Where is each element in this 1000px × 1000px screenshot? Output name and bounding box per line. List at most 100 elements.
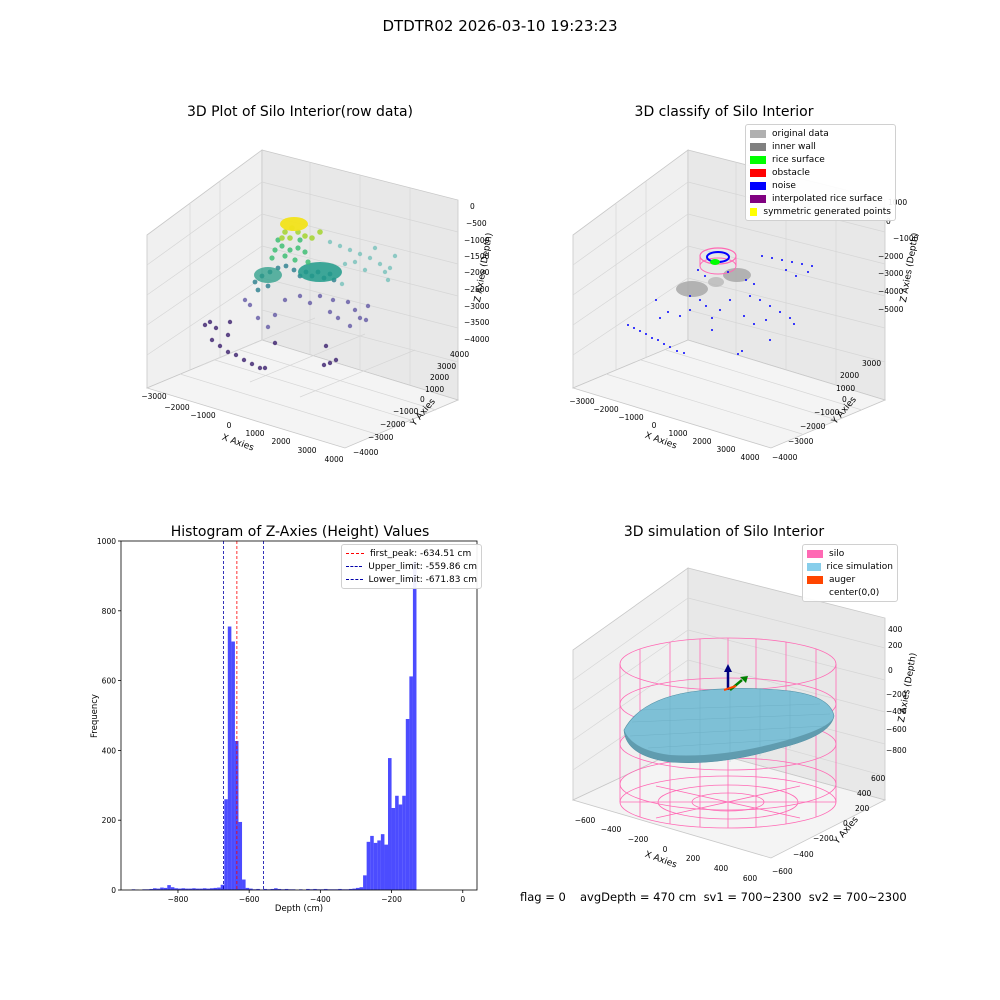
histogram-bar (192, 888, 196, 890)
plot2-legend-label: original data (772, 128, 829, 139)
histogram-bar (409, 676, 413, 890)
svg-text:−200: −200 (886, 690, 907, 699)
svg-text:−2000: −2000 (164, 403, 190, 412)
histogram-bar (284, 888, 289, 890)
plot2-legend: original data inner wall rice surface obsta… (745, 124, 896, 221)
histogram-bar (185, 888, 189, 890)
stats-text: avgDepth = 470 cm sv1 = 700~2300 sv2 = 7… (580, 890, 907, 904)
histogram-bar (405, 718, 410, 890)
histogram-bar (366, 841, 371, 890)
histogram-bar (153, 888, 157, 890)
svg-text:−3000: −3000 (788, 437, 814, 446)
svg-text:3000: 3000 (716, 445, 735, 454)
svg-text:0: 0 (227, 421, 232, 430)
svg-text:−4000: −4000 (353, 448, 379, 457)
histogram-bar (277, 888, 282, 890)
plot2-points (627, 247, 813, 355)
histogram-xlabel: Depth (cm) (275, 904, 323, 914)
svg-text:2000: 2000 (430, 373, 449, 382)
histogram-legend-label: first_peak: -634.51 cm (370, 548, 472, 559)
svg-text:1000: 1000 (888, 198, 907, 207)
histogram-bar (149, 888, 154, 890)
svg-text:1000: 1000 (245, 429, 264, 438)
plot2-legend-label: symmetric generated points (763, 206, 891, 217)
histogram-bar (338, 888, 342, 890)
histogram-bar (313, 888, 317, 890)
svg-text:3000: 3000 (862, 359, 881, 368)
histogram-bar (195, 888, 200, 890)
histogram-bar (170, 887, 175, 890)
histogram-bar (249, 888, 253, 890)
histogram-title: Histogram of Z-Axies (Height) Values (170, 524, 430, 540)
histogram-bar (160, 887, 164, 890)
svg-text:−1000: −1000 (893, 234, 919, 243)
plot4-legend-swatch (807, 549, 823, 558)
svg-text:−600: −600 (772, 867, 793, 876)
histogram-bar (177, 888, 182, 890)
histogram-bar (210, 888, 214, 890)
histogram-bar (370, 835, 374, 890)
svg-text:2000: 2000 (840, 371, 859, 380)
histogram-legend-swatch (346, 566, 363, 567)
svg-text:0: 0 (842, 395, 847, 404)
svg-text:−500: −500 (466, 219, 487, 228)
histogram-xtick-label: −600 (239, 895, 260, 904)
plot2-legend-item: interpolated rice surface (750, 192, 891, 205)
plot2-legend-item: symmetric generated points (750, 205, 891, 218)
histogram-ytick-label: 800 (102, 607, 117, 616)
histogram-bar (245, 887, 250, 890)
plot2-legend-label: inner wall (772, 141, 816, 152)
svg-text:−800: −800 (886, 746, 907, 755)
histogram-ytick-label: 400 (102, 746, 117, 755)
histogram-bar (380, 834, 385, 890)
plot4-legend-item: silo (807, 547, 893, 560)
svg-text:1000: 1000 (425, 385, 444, 394)
svg-text:4000: 4000 (450, 350, 469, 359)
histogram-bar (402, 795, 406, 890)
plot2-legend-item: noise (750, 179, 891, 192)
histogram-bar (391, 807, 396, 890)
histogram-legend-item: first_peak: -634.51 cm (346, 547, 477, 560)
plot4-title: 3D simulation of Silo Interior (623, 524, 825, 540)
histogram-bar (213, 887, 218, 890)
histogram-bar (234, 740, 239, 890)
svg-text:−600: −600 (886, 725, 907, 734)
histogram-bar (412, 561, 417, 890)
histogram-bar (270, 888, 275, 890)
plot2-legend-swatch (750, 129, 766, 138)
svg-text:600: 600 (871, 774, 886, 783)
histogram-bar (355, 887, 360, 890)
svg-text:−2500: −2500 (464, 285, 490, 294)
plot2-axes: 1000 0 −1000 −2000 −3000 −4000 −5000 Z A… (569, 149, 921, 462)
histogram-bar (306, 888, 310, 890)
histogram-legend: first_peak: -634.51 cm Upper_limit: -559.… (341, 544, 482, 589)
histogram-bar (323, 888, 328, 890)
histogram-xtick-label: −200 (381, 895, 402, 904)
histogram-xtick-label: 0 (460, 895, 465, 904)
svg-text:−3000: −3000 (141, 392, 167, 401)
histogram-bar (224, 799, 228, 890)
histogram-bar (256, 888, 260, 890)
plot4-legend-swatch (807, 562, 821, 571)
svg-text:200: 200 (888, 641, 903, 650)
flag-text: flag = 0 (520, 890, 566, 904)
plot2-legend-label: rice surface (772, 154, 825, 165)
histogram-bar (398, 804, 403, 890)
silo-wireframe (619, 637, 837, 829)
histogram-bar (388, 758, 392, 890)
plot4-zlabel: Z Axies (Depth) (897, 652, 919, 723)
svg-text:0: 0 (663, 845, 668, 854)
svg-text:400: 400 (857, 789, 872, 798)
plot4-axes: 400 200 0 −200 −400 −600 −800 Z Axies (D… (571, 567, 919, 883)
svg-text:−1000: −1000 (814, 408, 840, 417)
histogram-legend-item: Upper_limit: -559.86 cm (346, 560, 477, 573)
histogram-legend-label: Lower_limit: -671.83 cm (368, 574, 477, 585)
plot4-legend-label: silo (829, 548, 845, 559)
plot4-legend-item: rice simulation (807, 560, 893, 573)
histogram-bar (227, 626, 232, 890)
histogram-bar (220, 884, 225, 890)
svg-text:3000: 3000 (297, 446, 316, 455)
svg-text:3000: 3000 (437, 362, 456, 371)
histogram-bar (352, 888, 356, 890)
figure-title: DTDTR02 2026-03-10 19:23:23 (382, 17, 618, 35)
